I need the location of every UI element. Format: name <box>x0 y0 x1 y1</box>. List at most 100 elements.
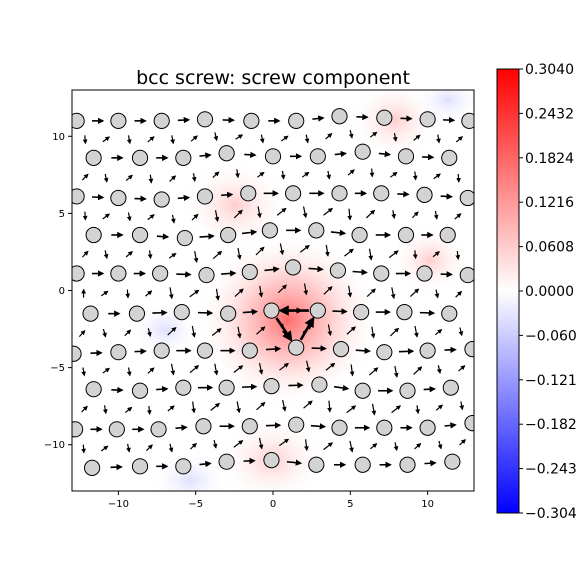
atom-marker <box>72 345 82 362</box>
atom-marker <box>198 266 215 284</box>
atom-marker <box>396 303 413 321</box>
displacement-arrow <box>388 250 399 259</box>
atom-marker <box>332 341 350 358</box>
atom-marker <box>441 149 458 166</box>
displacement-arrow <box>413 134 421 141</box>
colorbar-tick-label: −0.0608 <box>525 328 576 344</box>
atom-marker <box>131 226 149 244</box>
displacement-arrow <box>280 170 286 180</box>
displacement-arrow <box>355 347 371 354</box>
displacement-arrow <box>286 459 303 466</box>
displacement-arrow <box>333 384 350 392</box>
displacement-arrow <box>236 401 241 414</box>
displacement-arrow <box>126 135 132 145</box>
atom-marker <box>108 421 125 438</box>
displacement-arrow <box>368 248 374 261</box>
displacement-arrow <box>189 365 200 374</box>
displacement-arrow <box>233 440 244 448</box>
atom-marker <box>441 305 458 322</box>
atom-marker <box>351 226 368 244</box>
atom-marker <box>150 421 167 438</box>
atom-marker <box>397 226 415 244</box>
displacement-arrow <box>281 399 287 412</box>
colorbar-tick-label: −0.1824 <box>525 417 576 433</box>
displacement-arrow <box>256 401 266 411</box>
displacement-arrow <box>81 173 89 181</box>
displacement-arrow <box>324 244 330 257</box>
atom-marker <box>285 259 302 276</box>
colorbar-tick-label: 0.1216 <box>525 195 574 211</box>
displacement-arrow <box>258 362 264 375</box>
displacement-arrow <box>233 365 244 374</box>
displacement-arrow <box>434 328 443 336</box>
displacement-arrow <box>190 442 197 450</box>
displacement-arrow <box>278 438 290 447</box>
displacement-arrow <box>433 173 441 180</box>
displacement-arrow <box>326 170 332 180</box>
displacement-arrow <box>125 289 131 299</box>
atom-marker <box>220 305 237 322</box>
displacement-arrow <box>301 171 310 178</box>
displacement-arrow <box>458 365 466 372</box>
displacement-arrow <box>390 171 398 178</box>
atom-marker <box>72 112 85 129</box>
displacement-arrow <box>323 207 333 216</box>
atom-marker <box>175 379 192 396</box>
displacement-arrow <box>455 250 461 260</box>
atom-marker <box>419 342 436 359</box>
displacement-arrow <box>81 405 88 413</box>
displacement-arrow <box>437 440 443 450</box>
displacement-arrow <box>233 209 243 219</box>
displacement-arrow <box>305 360 311 373</box>
displacement-arrow <box>352 268 368 276</box>
displacement-arrow <box>124 406 133 414</box>
displacement-arrow <box>279 243 285 256</box>
displacement-arrow <box>81 250 89 258</box>
displacement-arrow <box>370 326 376 339</box>
colorbar-tick-label: 0.0000 <box>525 284 574 300</box>
displacement-arrow <box>147 367 155 374</box>
displacement-arrow <box>102 328 107 338</box>
atom-marker <box>218 453 235 470</box>
displacement-arrow <box>455 290 463 298</box>
displacement-arrow <box>323 286 333 295</box>
atom-marker <box>459 266 474 284</box>
atom-marker <box>131 458 149 475</box>
displacement-arrow <box>147 328 152 337</box>
displacement-arrow <box>391 405 402 414</box>
displacement-arrow <box>323 442 333 451</box>
displacement-arrow <box>308 265 324 273</box>
x-tick-label: −5 <box>188 499 203 510</box>
displacement-arrow <box>347 169 355 176</box>
displacement-arrow <box>221 191 234 199</box>
displacement-arrow <box>281 135 289 142</box>
displacement-arrow <box>264 266 280 273</box>
displacement-arrow <box>327 400 332 413</box>
displacement-arrow <box>334 150 348 158</box>
displacement-arrow <box>369 168 375 178</box>
colorbar-gradient <box>496 68 520 514</box>
atom-marker <box>196 111 214 128</box>
atom-marker <box>264 148 282 165</box>
displacement-arrow <box>81 444 87 454</box>
atom-marker <box>399 456 416 473</box>
displacement-arrow <box>433 210 439 220</box>
displacement-arrow <box>347 285 353 298</box>
atom-marker <box>354 382 371 399</box>
displacement-arrow <box>236 326 242 339</box>
displacement-arrow <box>366 288 376 297</box>
atom-marker <box>288 112 305 129</box>
displacement-arrow <box>213 363 219 376</box>
displacement-arrow <box>82 135 88 145</box>
displacement-arrow <box>199 233 215 240</box>
displacement-arrow <box>191 213 199 221</box>
atom-marker <box>263 302 280 319</box>
atom-marker <box>354 143 371 160</box>
y-tick-label: −5 <box>50 363 65 374</box>
plot-area <box>71 89 475 492</box>
atom-marker <box>72 421 84 438</box>
atom-marker <box>331 108 348 125</box>
displacement-arrow <box>444 422 457 429</box>
displacement-arrow <box>411 211 419 219</box>
atom-marker <box>218 145 235 162</box>
